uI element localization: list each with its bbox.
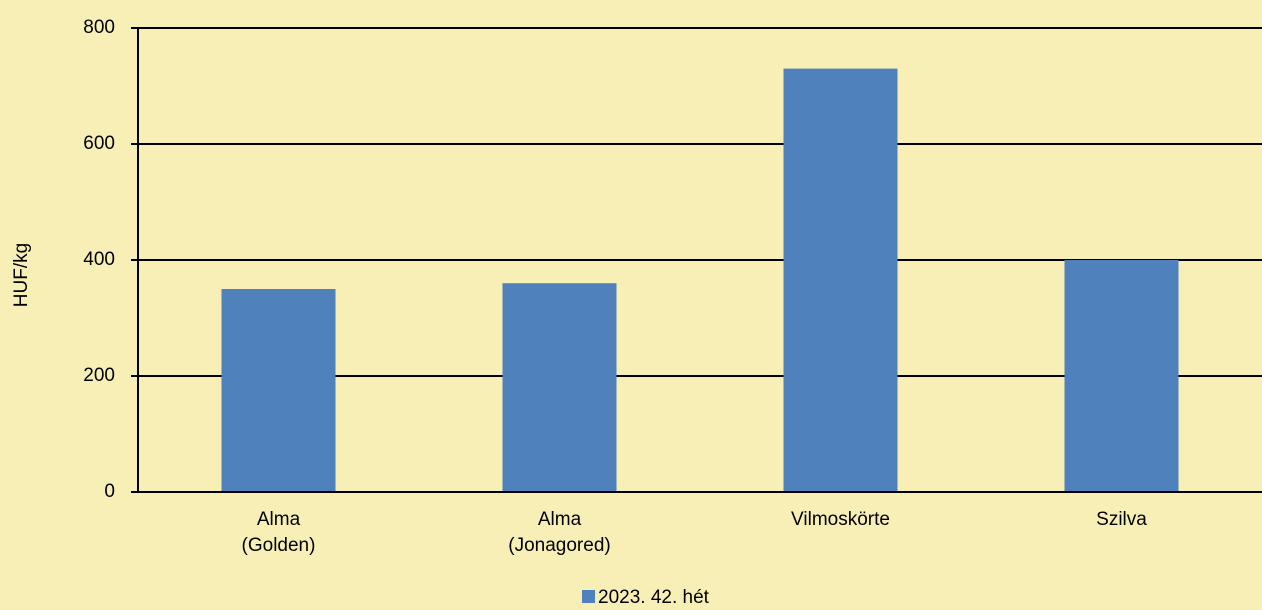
legend-label: 2023. 42. hét <box>598 587 710 608</box>
y-axis-label: HUF/kg <box>11 243 32 307</box>
x-tick-label: Alma (Jonagored) <box>508 509 611 556</box>
y-tick-label: 200 <box>83 365 115 386</box>
x-tick-label: Szilva <box>1096 509 1147 530</box>
bar <box>1064 260 1179 492</box>
bar <box>783 68 898 492</box>
y-tick-label: 400 <box>83 249 115 270</box>
y-tick-label: 0 <box>104 481 115 502</box>
legend-swatch <box>582 590 595 603</box>
x-tick-label: Alma (Golden) <box>241 509 316 556</box>
y-tick-label: 600 <box>83 133 115 154</box>
bar <box>221 289 336 492</box>
y-tick-label: 800 <box>83 17 115 38</box>
x-tick-label: Vilmoskörte <box>791 509 890 530</box>
bar <box>502 283 617 492</box>
